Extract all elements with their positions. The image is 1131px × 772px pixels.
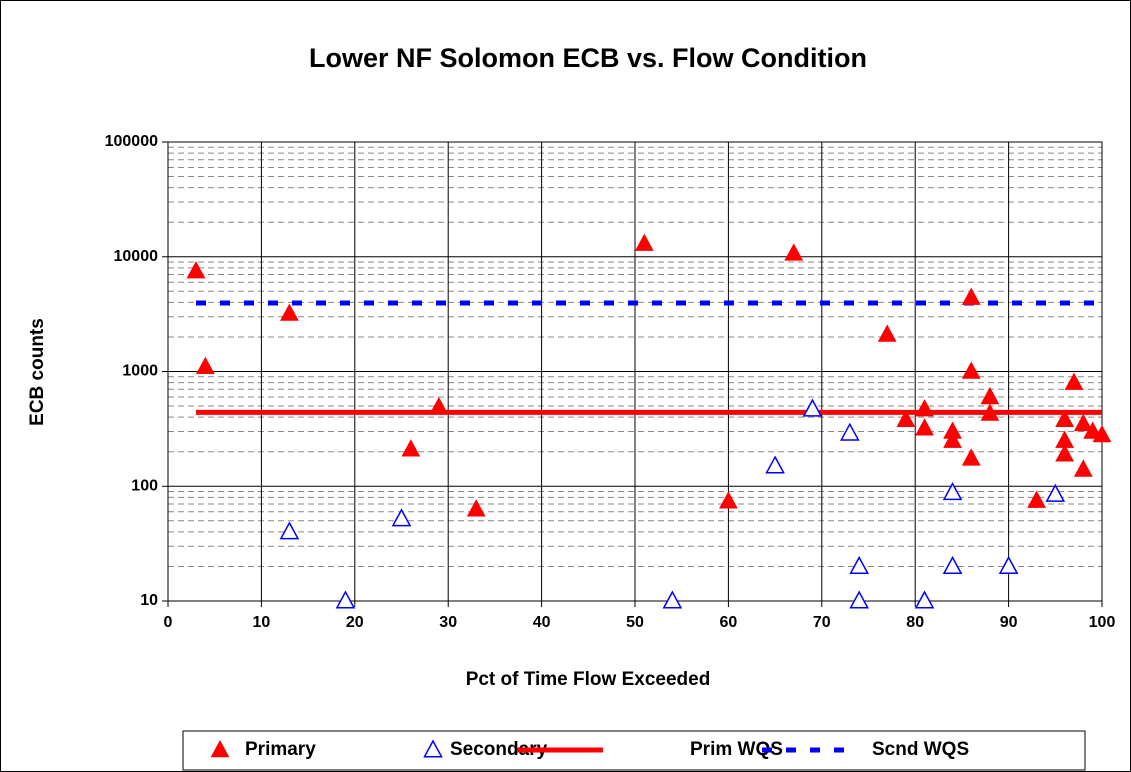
- x-tick-label: 20: [346, 614, 364, 631]
- legend: Primary Secondary Prim WQS Scnd WQS: [182, 730, 1086, 771]
- open-triangle: [914, 590, 935, 609]
- x-tick-label: 90: [1000, 614, 1018, 631]
- legend-label: Primary: [245, 739, 316, 760]
- open-triangle: [279, 521, 300, 540]
- filled-triangle: [210, 739, 230, 758]
- open-triangle: [849, 590, 869, 609]
- x-tick-label: 70: [813, 614, 831, 631]
- filled-triangle: [280, 303, 299, 321]
- y-tick-label: 1000: [122, 363, 158, 380]
- open-triangle: [802, 398, 823, 417]
- open-triangle: [942, 555, 963, 574]
- filled-triangle: [943, 430, 962, 448]
- open-triangle: [391, 508, 412, 527]
- filled-triangle: [1073, 459, 1093, 477]
- filled-triangle: [429, 397, 449, 415]
- filled-triangle: [961, 361, 981, 379]
- y-tick-label: 100: [131, 477, 158, 494]
- filled-triangle: [877, 324, 897, 342]
- filled-triangle: [784, 243, 804, 261]
- filled-triangle: [186, 261, 206, 279]
- filled-triangle: [401, 439, 421, 457]
- open-triangle: [998, 555, 1019, 574]
- filled-triangle: [719, 491, 738, 509]
- filled-triangle: [466, 499, 486, 517]
- legend-frame: [182, 730, 1086, 771]
- open-triangle: [1045, 483, 1066, 502]
- open-triangle: [840, 422, 860, 441]
- x-tick-label: 40: [533, 614, 551, 631]
- y-tick-label: 10: [140, 592, 158, 609]
- y-tick-label: 10000: [114, 248, 159, 265]
- legend-label: Scnd WQS: [872, 739, 969, 760]
- filled-triangle: [915, 399, 934, 417]
- y-axis-label: ECB counts: [27, 318, 48, 426]
- x-tick-label: 80: [906, 614, 924, 631]
- open-triangle: [662, 590, 683, 609]
- filled-triangle: [1092, 424, 1112, 443]
- open-triangle: [765, 455, 785, 474]
- filled-triangle: [961, 287, 981, 305]
- filled-triangle: [1055, 444, 1075, 462]
- y-tick-label: 100000: [105, 133, 158, 150]
- x-tick-label: 100: [1089, 614, 1116, 631]
- x-tick-label: 50: [626, 614, 644, 631]
- x-tick-label: 10: [253, 614, 271, 631]
- legend-label: Secondary: [450, 739, 548, 760]
- filled-triangle: [896, 409, 916, 427]
- filled-triangle: [1073, 413, 1093, 432]
- x-tick-label: 60: [720, 614, 738, 631]
- filled-triangle: [915, 418, 934, 436]
- filled-triangle: [1027, 490, 1047, 508]
- plot-frame: [167, 141, 1103, 602]
- filled-triangle: [634, 233, 654, 251]
- chart-title: Lower NF Solomon ECB vs. Flow Condition: [309, 43, 867, 73]
- filled-triangle: [980, 403, 1000, 421]
- filled-triangle: [1055, 409, 1075, 427]
- filled-triangle: [195, 356, 215, 375]
- filled-triangle: [1064, 372, 1084, 390]
- open-triangle: [423, 739, 443, 758]
- x-tick-label: 30: [439, 614, 457, 631]
- open-triangle: [942, 482, 963, 501]
- open-triangle: [849, 555, 869, 574]
- x-axis-label: Pct of Time Flow Exceeded: [466, 669, 711, 690]
- x-tick-label: 0: [164, 614, 173, 631]
- legend-label: Prim WQS: [690, 739, 783, 760]
- filled-triangle: [961, 448, 981, 466]
- open-triangle: [335, 590, 356, 609]
